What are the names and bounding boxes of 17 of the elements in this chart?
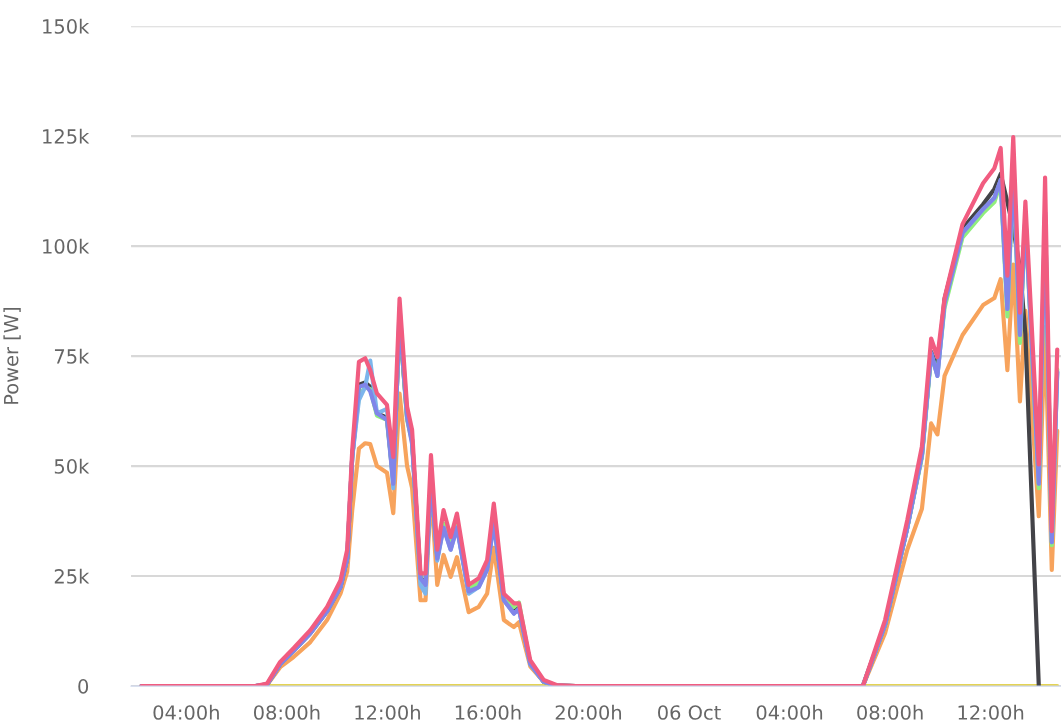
y-tick-label: 25k (54, 568, 90, 584)
y-axis-title: Power [W] (3, 308, 21, 404)
y-tick-label: 75k (54, 348, 90, 364)
x-tick-label: 08:00h (253, 704, 320, 720)
x-tick-label: 04:00h (153, 704, 219, 720)
y-tick-label: 150k (43, 18, 90, 34)
x-tick-label: 20:00h (555, 704, 622, 720)
y-tick-label: 100k (43, 238, 90, 254)
y-tick-label: 0 (78, 679, 89, 694)
x-tick-label: 06 Oct (658, 705, 721, 720)
x-tick-label: 04:00h (756, 704, 823, 720)
x-tick-label: 08:00h (857, 704, 923, 720)
y-tick-label: 50k (54, 458, 90, 474)
y-tick-label: 125k (43, 128, 90, 144)
x-tick-label: 12:00h (958, 704, 1024, 720)
x-tick-label: 12:00h (355, 704, 420, 720)
x-tick-label: 16:00h (455, 704, 521, 720)
